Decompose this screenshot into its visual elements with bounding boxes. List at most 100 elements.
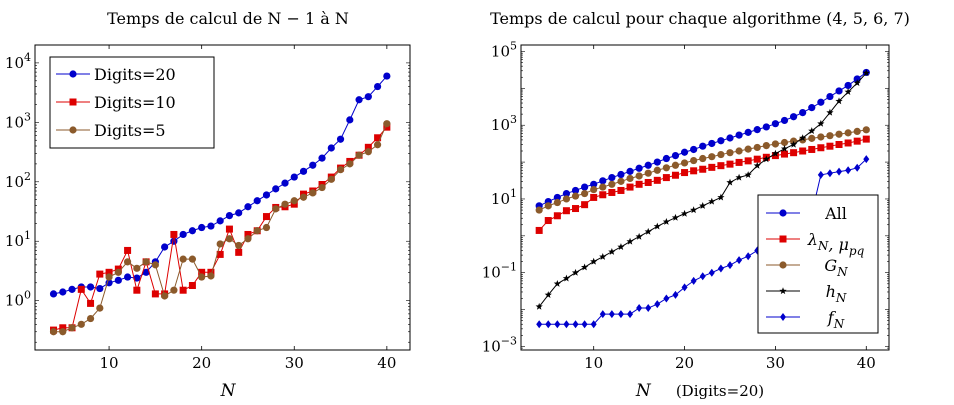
legend-entry-2: GN — [766, 256, 848, 279]
data-point — [96, 270, 104, 278]
data-point — [854, 163, 861, 172]
data-point — [553, 193, 561, 202]
data-point — [671, 161, 680, 169]
data-point — [124, 246, 132, 254]
data-point — [680, 148, 689, 156]
data-point — [780, 144, 789, 152]
data-point — [244, 235, 252, 243]
data-point — [590, 257, 598, 265]
data-point — [680, 159, 689, 167]
data-point — [562, 274, 571, 282]
legend-marker — [779, 235, 787, 243]
data-point — [627, 310, 634, 319]
data-point — [563, 320, 570, 329]
data-point — [290, 173, 298, 181]
data-point — [817, 98, 825, 106]
data-point — [753, 143, 761, 152]
data-point — [662, 174, 670, 182]
data-point — [863, 155, 870, 164]
data-point — [771, 149, 780, 157]
y-tick-label: 100 — [5, 289, 31, 310]
data-point — [96, 304, 104, 312]
data-point — [364, 148, 372, 156]
x-tick-label: 20 — [675, 354, 694, 372]
data-point — [808, 104, 816, 112]
y-tick-label: 103 — [491, 113, 517, 134]
data-point — [781, 150, 789, 158]
data-point — [762, 155, 770, 163]
data-point — [571, 268, 580, 276]
data-point — [535, 226, 543, 234]
data-point — [808, 145, 816, 153]
y-tick-label: 101 — [5, 229, 31, 250]
series-1 — [50, 123, 391, 334]
data-point — [364, 143, 372, 151]
legend-label: Digits=10 — [94, 93, 176, 112]
data-point — [198, 273, 206, 281]
y-tick-label: 101 — [491, 187, 517, 208]
data-point — [817, 144, 825, 152]
data-point — [373, 141, 382, 149]
chart2-ticks: 10 20 30 40 105 103 101 10−1 10−3 — [482, 39, 889, 372]
data-point — [590, 185, 598, 194]
data-point — [845, 166, 852, 175]
chart2-x-axis-symbol: N — [635, 381, 652, 401]
data-point — [59, 328, 67, 336]
data-point — [726, 134, 734, 142]
data-point — [835, 97, 843, 105]
legend-entry-4: fN — [766, 308, 845, 331]
chart-algorithm-times: Temps de calcul pour chaque algorithme (… — [482, 9, 910, 401]
data-point — [844, 139, 852, 147]
chart2-x-axis-label: N (Digits=20) — [635, 381, 764, 401]
data-point — [599, 310, 606, 319]
data-point — [133, 286, 141, 294]
data-point — [753, 161, 761, 169]
data-point — [790, 149, 798, 157]
data-point — [844, 88, 852, 96]
chart2-legend-box — [757, 194, 879, 334]
data-point — [590, 193, 598, 201]
data-point — [699, 202, 707, 209]
data-point — [198, 223, 206, 232]
data-point — [636, 304, 643, 313]
data-point — [364, 93, 372, 101]
chart1-legend: Digits=20 Digits=10 Digits=5 — [49, 56, 215, 149]
data-point — [617, 186, 625, 194]
data-point — [735, 158, 743, 166]
data-point — [708, 197, 716, 205]
legend-label: Digits=5 — [94, 121, 166, 140]
data-point — [318, 183, 326, 192]
data-point — [207, 268, 215, 276]
data-point — [826, 169, 833, 178]
data-point — [590, 320, 597, 329]
data-point — [244, 203, 252, 211]
chart2-plot-frame — [520, 44, 890, 351]
data-point — [690, 167, 698, 175]
data-point — [662, 218, 670, 225]
data-point — [216, 250, 224, 258]
data-point — [562, 189, 571, 198]
data-point — [708, 268, 715, 277]
data-point — [170, 286, 178, 294]
data-point — [853, 127, 861, 136]
data-point — [635, 232, 643, 240]
data-point — [68, 285, 76, 293]
data-point — [59, 288, 67, 296]
data-point — [545, 320, 552, 329]
data-point — [77, 320, 85, 328]
data-point — [225, 211, 234, 220]
data-point — [626, 167, 634, 175]
data-point — [309, 189, 317, 197]
data-point — [735, 173, 743, 181]
data-point — [374, 134, 382, 142]
data-point — [86, 314, 95, 323]
chart2-series — [535, 68, 870, 329]
data-point — [835, 130, 843, 138]
data-point — [672, 290, 679, 299]
data-point — [762, 142, 770, 150]
data-point — [762, 123, 770, 131]
data-point — [862, 126, 870, 134]
series-2 — [49, 120, 391, 336]
series-line — [53, 123, 388, 333]
chart-computation-time-n: Temps de calcul de N − 1 à N 10 20 30 40 100… — [5, 9, 411, 401]
